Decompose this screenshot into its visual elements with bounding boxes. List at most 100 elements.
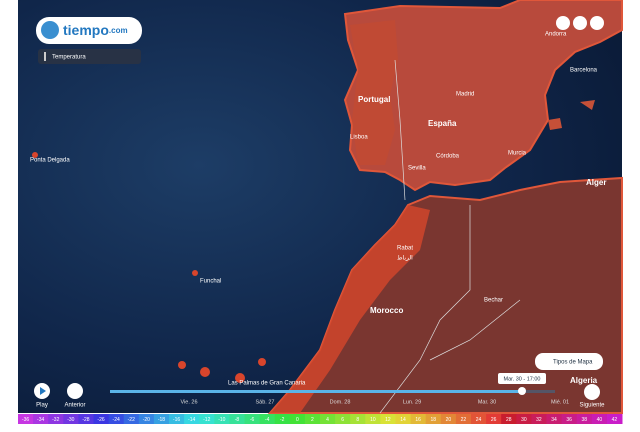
scale-cell	[78, 414, 94, 424]
logo[interactable]	[36, 17, 142, 44]
scale-cell	[561, 414, 578, 424]
scale-label: 0	[296, 417, 299, 423]
time-tooltip	[498, 373, 546, 384]
scale-label: 14	[400, 417, 406, 423]
day-label[interactable]: Sáb. 27	[256, 399, 275, 405]
scale-cell	[410, 414, 427, 424]
borders	[379, 59, 521, 414]
islands	[548, 100, 595, 130]
scale-label: 22	[461, 417, 467, 423]
scale-label: -6	[250, 417, 255, 423]
scale-label: -30	[67, 417, 74, 423]
logo-text: tiempo.com	[63, 22, 128, 38]
scale-cell	[591, 414, 608, 424]
place-label: Sevilla	[408, 166, 426, 172]
scale-cell	[380, 414, 396, 424]
scale-label: -36	[22, 417, 29, 423]
scale-cell	[440, 414, 457, 424]
scale-label: -22	[128, 417, 135, 423]
scale-label: -2	[280, 417, 285, 423]
scale-cell	[486, 414, 502, 424]
scale-label: 4	[326, 417, 329, 423]
scale-label: -10	[218, 417, 225, 423]
portugal	[350, 20, 398, 165]
locate[interactable]	[590, 16, 604, 30]
scale-label: 28	[506, 417, 512, 423]
previous-label: Anterior	[64, 403, 85, 409]
scale-label: 30	[521, 417, 527, 423]
place-label: Lisboa	[350, 135, 368, 141]
layer-box[interactable]	[38, 49, 141, 64]
scale-cell	[184, 414, 200, 424]
scale-label: 34	[551, 417, 557, 423]
play-icon	[40, 387, 46, 395]
scale-cell	[48, 414, 64, 424]
place-label: Funchal	[200, 279, 221, 285]
place-label: Rabat	[397, 246, 413, 252]
scale-label: -12	[203, 417, 210, 423]
place-label: Algeria	[570, 376, 598, 385]
place-label: España	[428, 119, 457, 128]
scale-cell	[365, 414, 381, 424]
scale-cell	[335, 414, 351, 424]
coastal-heat	[270, 205, 430, 413]
scale-cell	[501, 414, 517, 424]
scale-label: 40	[597, 417, 603, 423]
scale-cell	[18, 414, 34, 424]
scale-label: 12	[385, 417, 391, 423]
scale-cell	[425, 414, 442, 424]
scale-label: 42	[612, 417, 618, 423]
logo-icon	[41, 21, 59, 39]
scale-label: -34	[37, 417, 44, 423]
scale-label: -24	[113, 417, 120, 423]
place-label: Ponta Delgada	[30, 158, 70, 164]
timeline-handle[interactable]	[518, 387, 526, 395]
scale-cell	[455, 414, 472, 424]
place-label: Bechar	[484, 298, 503, 304]
layer-label: Temperatura	[52, 55, 86, 61]
day-label[interactable]: Mar. 30	[478, 399, 496, 405]
zoom-out[interactable]	[573, 16, 587, 30]
next-button[interactable]	[584, 384, 600, 400]
zoom-in[interactable]	[556, 16, 570, 30]
place-label: Barcelona	[570, 68, 598, 74]
scale-label: -32	[52, 417, 59, 423]
scale-label: -28	[82, 417, 89, 423]
time-tooltip-label: Mar. 30 - 17:00	[504, 376, 541, 382]
scale-cell	[471, 414, 487, 424]
previous-button[interactable]	[67, 383, 83, 399]
scale-cell	[516, 414, 532, 424]
scale-label: -14	[188, 417, 195, 423]
timeline-progress	[110, 390, 522, 393]
scale-label: -26	[97, 417, 104, 423]
thermometer-icon	[44, 52, 46, 61]
day-label[interactable]: Lun. 29	[403, 399, 421, 405]
scale-cell	[531, 414, 547, 424]
scale-cell	[576, 414, 593, 424]
place-label: Las Palmas de Gran Canaria	[228, 381, 306, 387]
scale-cell	[169, 414, 185, 424]
scale-label: 16	[415, 417, 421, 423]
scale-label: 8	[356, 417, 359, 423]
canary-madeira	[32, 152, 266, 383]
scale-cell	[244, 414, 261, 424]
scale-label: 20	[446, 417, 452, 423]
iberia	[343, 0, 623, 192]
scale-label: -4	[265, 417, 270, 423]
scale-label: 18	[430, 417, 436, 423]
scale-cell	[606, 414, 623, 424]
map-types-button[interactable]	[535, 353, 603, 370]
day-label[interactable]: Vie. 26	[180, 399, 197, 405]
scale-label: -18	[158, 417, 165, 423]
scale-cell	[289, 414, 306, 424]
scale-cell	[138, 414, 155, 424]
day-label[interactable]: Dom. 28	[330, 399, 351, 405]
scale-cell	[320, 414, 336, 424]
scale-label: 38	[581, 417, 587, 423]
play-label: Play	[36, 403, 48, 409]
scale-label: -8	[235, 417, 240, 423]
scale-cell	[214, 414, 230, 424]
day-label[interactable]: Mié. 01	[551, 399, 569, 405]
place-label: Morocco	[370, 306, 403, 315]
